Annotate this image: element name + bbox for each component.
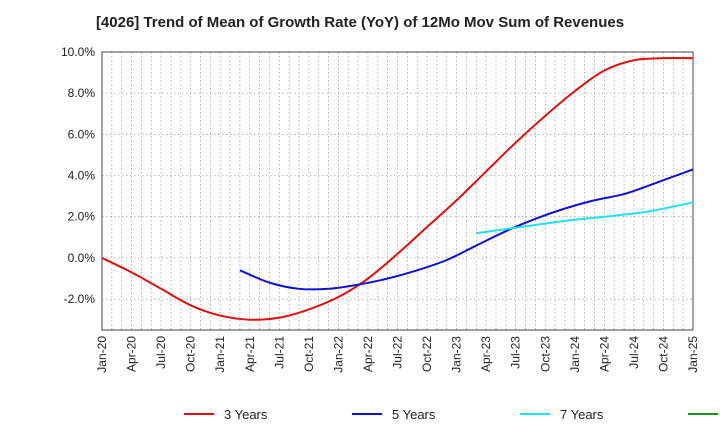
x-tick-label: Jul-20 [154, 336, 168, 369]
x-tick-label: Jul-22 [391, 336, 405, 369]
x-tick-label: Oct-23 [538, 336, 552, 372]
x-tick-label: Jan-23 [450, 336, 464, 373]
x-tick-label: Jan-22 [331, 336, 345, 373]
y-tick-label: 6.0% [68, 127, 96, 141]
x-tick-label: Jul-23 [509, 336, 523, 369]
x-tick-label: Oct-20 [184, 336, 198, 372]
x-tick-label: Jul-24 [627, 336, 641, 369]
x-tick-label: Jul-21 [272, 336, 286, 369]
x-tick-label: Apr-21 [243, 336, 257, 372]
y-tick-label: 10.0% [61, 45, 95, 59]
x-tick-label: Jan-20 [95, 336, 109, 373]
x-tick-label: Apr-22 [361, 336, 375, 372]
series-line-5-years [239, 168, 694, 291]
chart-title: [4026] Trend of Mean of Growth Rate (YoY… [95, 14, 625, 31]
plot-area [102, 52, 693, 330]
y-tick-label: 2.0% [68, 210, 96, 224]
x-tick-label: Jan-25 [686, 336, 700, 373]
plot-frame [101, 51, 694, 331]
series-line-7-years [476, 201, 694, 235]
x-tick-label: Jan-24 [568, 336, 582, 373]
x-tick-label: Oct-21 [302, 336, 316, 372]
legend-label-5-years: 5 Years [392, 407, 436, 422]
x-tick-label: Oct-22 [420, 336, 434, 372]
x-tick-label: Apr-23 [479, 336, 493, 372]
y-tick-label: 4.0% [68, 169, 96, 183]
x-tick-label: Apr-24 [597, 336, 611, 372]
legend-label-3-years: 3 Years [224, 407, 268, 422]
legend-label-7-years: 7 Years [560, 407, 604, 422]
y-tick-label: 0.0% [68, 251, 96, 265]
y-tick-label: 8.0% [68, 86, 96, 100]
series-line-3-years [101, 57, 694, 321]
x-tick-label: Apr-20 [125, 336, 139, 372]
x-tick-label: Oct-24 [656, 336, 670, 372]
x-tick-label: Jan-21 [213, 336, 227, 373]
y-tick-label: -2.0% [64, 292, 96, 306]
